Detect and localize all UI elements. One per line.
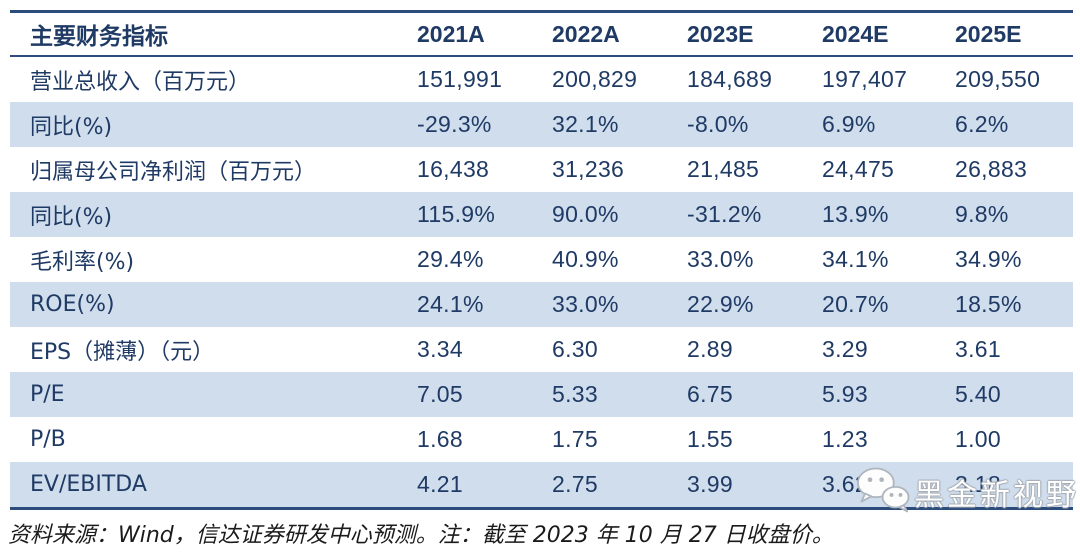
row-label: ROE(%) — [30, 292, 115, 317]
row-value: 16,438 — [417, 156, 490, 182]
row-value: 115.9% — [417, 201, 496, 227]
row-label: EV/EBITDA — [30, 472, 147, 497]
row-value: 26,883 — [955, 156, 1028, 182]
row-value: 6.9% — [822, 111, 876, 137]
row-value: 200,829 — [552, 66, 638, 92]
row-value: 33.0% — [552, 291, 619, 317]
table-row: P/B 1.68 1.75 1.55 1.23 1.00 — [10, 417, 1073, 462]
row-value: 1.00 — [955, 426, 1001, 452]
row-value: 40.9% — [552, 246, 619, 272]
table-row: 毛利率(%) 29.4% 40.9% 33.0% 34.1% 34.9% — [10, 237, 1073, 282]
row-label: 毛利率(%) — [30, 249, 135, 275]
row-label: EPS（摊薄）（元） — [30, 339, 215, 365]
table-header-year: 2021A — [417, 11, 552, 57]
row-value: 209,550 — [955, 66, 1041, 92]
row-value: 21,485 — [687, 156, 760, 182]
row-value: 1.23 — [822, 426, 868, 452]
row-value: 13.9% — [822, 201, 889, 227]
row-label: 同比(%) — [30, 204, 113, 230]
table-row: 营业总收入（百万元） 151,991 200,829 184,689 197,407 20… — [10, 56, 1073, 102]
table-row: P/E 7.05 5.33 6.75 5.93 5.40 — [10, 372, 1073, 417]
table-header-row: 主要财务指标 2021A 2022A 2023E 2024E 2025E — [10, 11, 1073, 57]
row-value: 5.93 — [822, 381, 868, 407]
row-value: 3.61 — [955, 336, 1001, 362]
row-value: 197,407 — [822, 66, 908, 92]
row-value: 24,475 — [822, 156, 895, 182]
table-row: EV/EBITDA 4.21 2.75 3.99 3.62 3.18 — [10, 462, 1073, 509]
row-value: 90.0% — [552, 201, 619, 227]
table-row: EPS（摊薄）（元） 3.34 6.30 2.89 3.29 3.61 — [10, 327, 1073, 372]
row-label: 同比(%) — [30, 114, 113, 140]
row-value: 5.33 — [552, 381, 598, 407]
row-value: 3.62 — [822, 471, 868, 497]
row-value: 1.68 — [417, 426, 463, 452]
row-value: 24.1% — [417, 291, 484, 317]
table-header-year: 2025E — [955, 11, 1073, 57]
row-value: 3.29 — [822, 336, 868, 362]
row-value: 20.7% — [822, 291, 889, 317]
row-value: 32.1% — [552, 111, 619, 137]
row-value: 3.34 — [417, 336, 463, 362]
table-header-year: 2022A — [552, 11, 687, 57]
table-row: 同比(%) -29.3% 32.1% -8.0% 6.9% 6.2% — [10, 102, 1073, 147]
row-value: 34.1% — [822, 246, 889, 272]
row-value: 22.9% — [687, 291, 754, 317]
row-value: 4.21 — [417, 471, 463, 497]
row-label: 营业总收入（百万元） — [30, 69, 251, 95]
row-value: -8.0% — [687, 111, 749, 137]
row-value: -31.2% — [687, 201, 762, 227]
row-value: 29.4% — [417, 246, 484, 272]
row-value: 6.30 — [552, 336, 598, 362]
row-value: 3.18 — [955, 471, 1001, 497]
source-note: 资料来源：Wind，信达证券研发中心预测。注：截至 2023 年 10 月 27… — [8, 523, 834, 548]
table-header-year: 2024E — [822, 11, 955, 57]
table-row: 同比(%) 115.9% 90.0% -31.2% 13.9% 9.8% — [10, 192, 1073, 237]
row-label: P/E — [30, 382, 65, 407]
row-value: 1.55 — [687, 426, 733, 452]
row-value: 151,991 — [417, 66, 503, 92]
table-header-metric-label: 主要财务指标 — [10, 11, 417, 57]
row-label: 归属母公司净利润（百万元） — [30, 159, 317, 185]
table-header-year: 2023E — [687, 11, 822, 57]
table-row: 归属母公司净利润（百万元） 16,438 31,236 21,485 24,475 26,… — [10, 147, 1073, 192]
row-value: 3.99 — [687, 471, 733, 497]
row-value: 184,689 — [687, 66, 773, 92]
row-value: 31,236 — [552, 156, 625, 182]
row-value: 34.9% — [955, 246, 1022, 272]
row-value: 2.75 — [552, 471, 598, 497]
row-value: -29.3% — [417, 111, 492, 137]
row-value: 18.5% — [955, 291, 1022, 317]
row-value: 5.40 — [955, 381, 1001, 407]
row-value: 7.05 — [417, 381, 463, 407]
row-value: 6.75 — [687, 381, 733, 407]
financial-metrics-table: 主要财务指标 2021A 2022A 2023E 2024E 2025E 营业总收入（百… — [10, 10, 1073, 510]
row-value: 6.2% — [955, 111, 1009, 137]
table-row: ROE(%) 24.1% 33.0% 22.9% 20.7% 18.5% — [10, 282, 1073, 327]
row-value: 33.0% — [687, 246, 754, 272]
row-value: 1.75 — [552, 426, 598, 452]
row-value: 9.8% — [955, 201, 1009, 227]
row-label: P/B — [30, 427, 66, 452]
row-value: 2.89 — [687, 336, 733, 362]
